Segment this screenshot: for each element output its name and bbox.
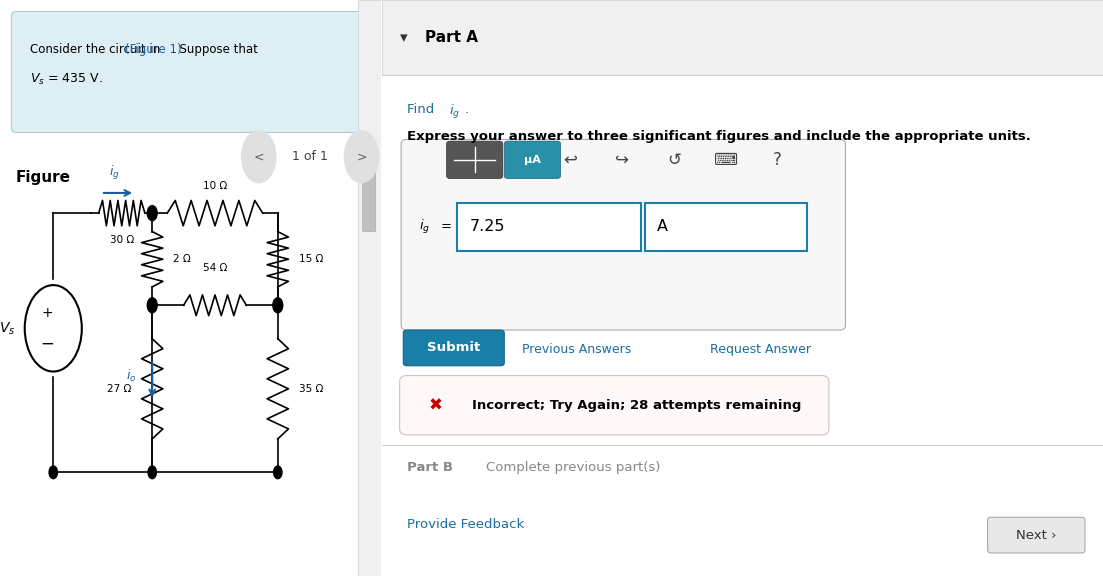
Text: ↪: ↪ (614, 151, 629, 169)
Text: $V_s$ = 435 V.: $V_s$ = 435 V. (31, 72, 104, 87)
FancyBboxPatch shape (11, 12, 370, 132)
Text: μA: μA (524, 155, 540, 165)
Circle shape (344, 131, 378, 183)
Text: ↺: ↺ (667, 151, 681, 169)
Text: (Figure 1): (Figure 1) (125, 43, 181, 56)
Text: Incorrect; Try Again; 28 attempts remaining: Incorrect; Try Again; 28 attempts remain… (472, 399, 801, 412)
FancyBboxPatch shape (363, 160, 376, 232)
Circle shape (272, 298, 282, 313)
Text: +: + (42, 306, 53, 320)
Text: 7.25: 7.25 (470, 219, 505, 234)
Text: Figure: Figure (15, 170, 71, 185)
Text: ?: ? (773, 151, 782, 169)
Text: −: − (41, 335, 54, 353)
Text: Submit: Submit (427, 342, 481, 354)
Text: Complete previous part(s): Complete previous part(s) (486, 461, 661, 474)
Text: ↩: ↩ (563, 151, 577, 169)
FancyBboxPatch shape (987, 517, 1085, 553)
Text: Provide Feedback: Provide Feedback (407, 518, 524, 532)
FancyBboxPatch shape (382, 0, 1103, 75)
Text: 15 Ω: 15 Ω (299, 254, 323, 264)
Text: A: A (657, 219, 668, 234)
Text: 2 Ω: 2 Ω (173, 254, 191, 264)
Text: 1 of 1: 1 of 1 (292, 150, 328, 163)
Text: 27 Ω: 27 Ω (107, 384, 131, 394)
Text: . Suppose that: . Suppose that (172, 43, 257, 56)
Text: ✖: ✖ (429, 396, 442, 414)
Text: 10 Ω: 10 Ω (203, 181, 227, 191)
Circle shape (242, 131, 276, 183)
Text: >: > (356, 150, 367, 163)
Text: Previous Answers: Previous Answers (523, 343, 632, 356)
Text: Request Answer: Request Answer (710, 343, 811, 356)
Text: Find: Find (407, 103, 438, 116)
FancyBboxPatch shape (447, 141, 503, 179)
Text: Express your answer to three significant figures and include the appropriate uni: Express your answer to three significant… (407, 130, 1031, 143)
Text: $i_g$: $i_g$ (449, 103, 460, 120)
FancyBboxPatch shape (645, 203, 807, 251)
Text: Consider the circuit in: Consider the circuit in (31, 43, 164, 56)
Text: .: . (464, 103, 469, 116)
Circle shape (148, 206, 157, 221)
Text: ▾: ▾ (399, 30, 407, 45)
FancyBboxPatch shape (357, 0, 381, 576)
Text: ⌨: ⌨ (714, 151, 738, 169)
Text: 30 Ω: 30 Ω (109, 235, 133, 245)
Circle shape (148, 466, 157, 479)
FancyBboxPatch shape (404, 330, 504, 366)
Text: 35 Ω: 35 Ω (299, 384, 323, 394)
Text: <: < (254, 150, 264, 163)
Text: $i_o$: $i_o$ (126, 368, 137, 384)
Text: =: = (441, 221, 452, 233)
Text: Part B: Part B (407, 461, 453, 474)
Circle shape (148, 298, 157, 313)
Text: Next ›: Next › (1016, 529, 1057, 541)
Text: Part A: Part A (425, 30, 478, 45)
Text: $V_s$: $V_s$ (0, 320, 15, 336)
Circle shape (50, 466, 57, 479)
Circle shape (274, 466, 282, 479)
FancyBboxPatch shape (399, 376, 828, 435)
Text: $i_g$: $i_g$ (419, 218, 430, 236)
FancyBboxPatch shape (458, 203, 641, 251)
Circle shape (24, 285, 82, 372)
Text: 54 Ω: 54 Ω (203, 263, 227, 272)
FancyBboxPatch shape (504, 141, 560, 179)
Text: $i_g$: $i_g$ (109, 164, 119, 182)
FancyBboxPatch shape (401, 139, 846, 330)
